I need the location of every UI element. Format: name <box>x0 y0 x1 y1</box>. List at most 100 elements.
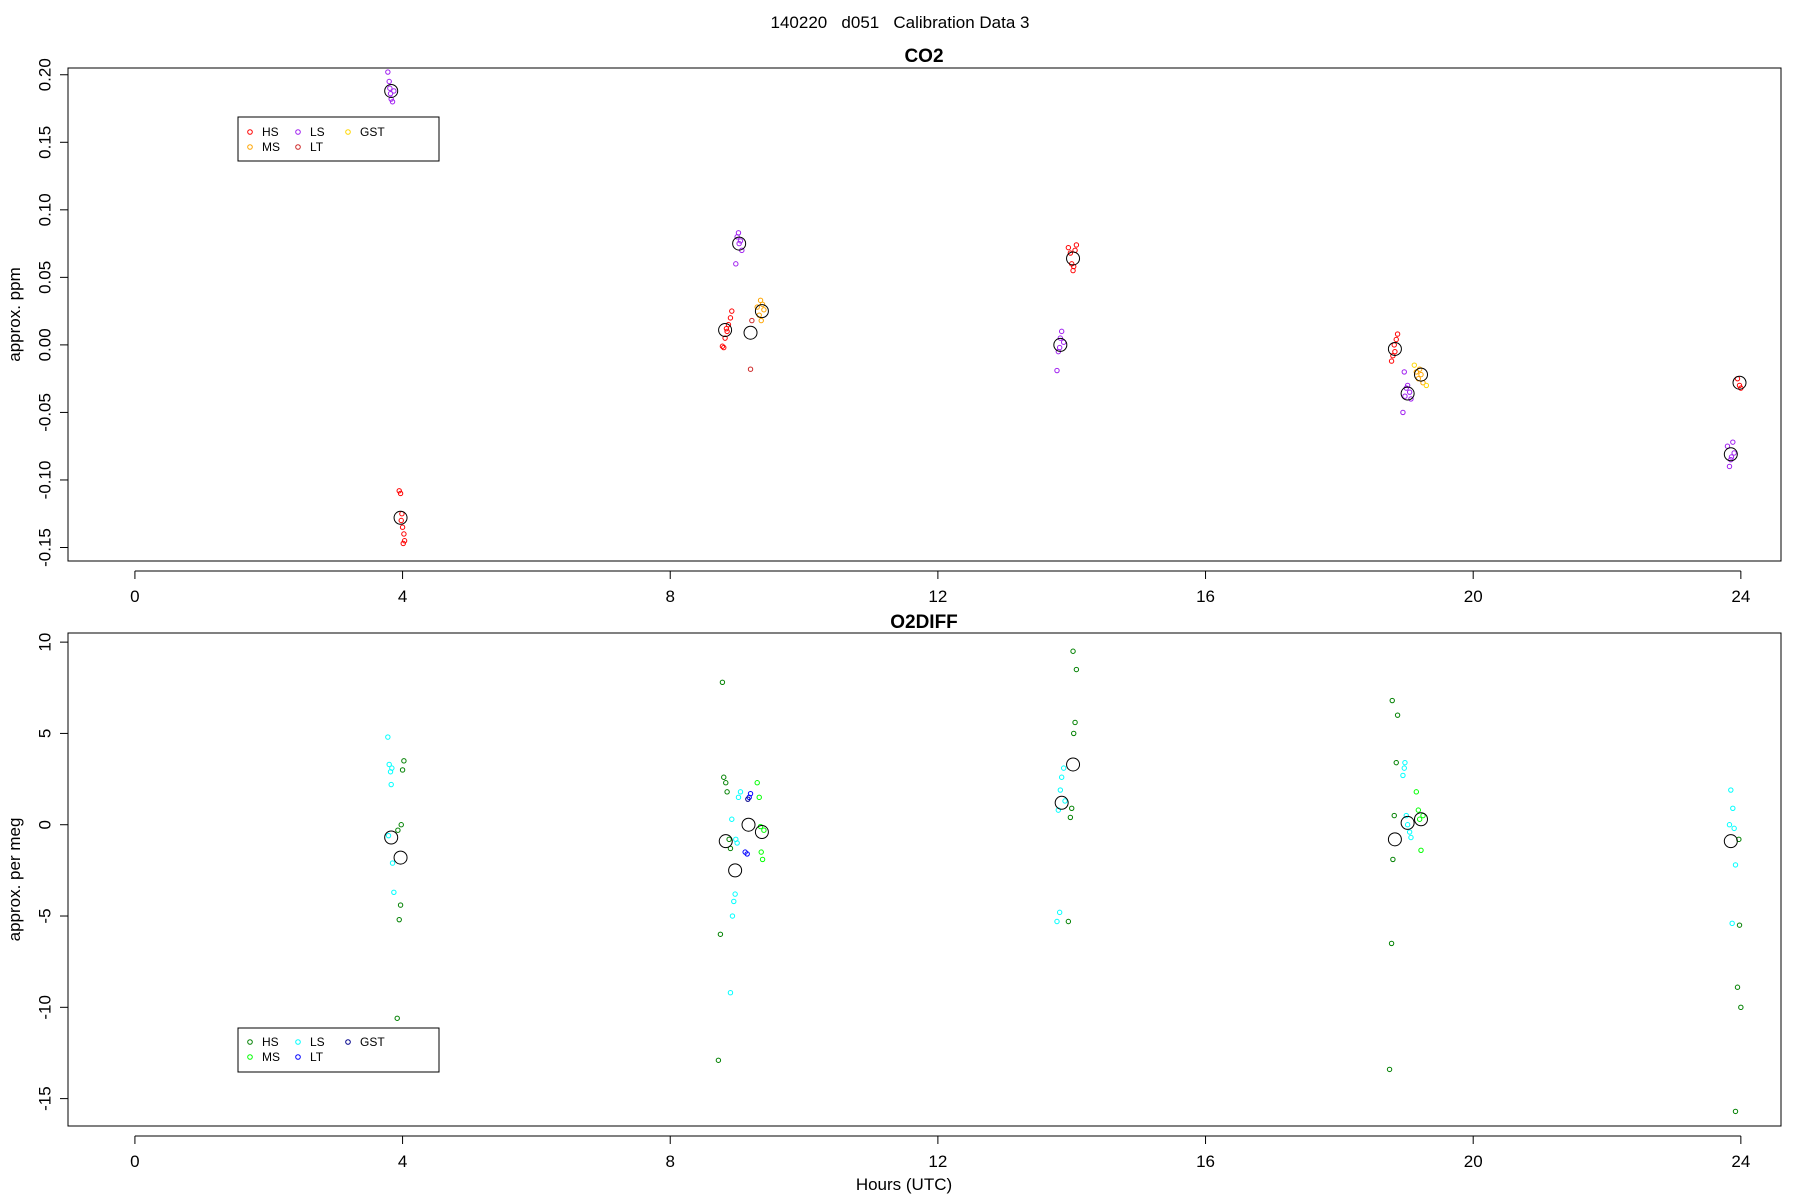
co2-legend-swatch-gst <box>345 129 351 135</box>
o2diff-data-point <box>398 822 404 828</box>
co2-legend-label-ls: LS <box>310 125 325 139</box>
o2diff-x-axis: 0 4 8 12 16 20 24 <box>130 1135 1750 1171</box>
o2diff-points <box>385 648 1744 1115</box>
o2diff-y-tick-label: 0 <box>35 820 54 829</box>
co2-legend-label-hs: HS <box>262 125 279 139</box>
co2-panel: CO2 approx. ppm 0 4 8 12 16 20 24 -0.15-0.10-0… <box>5 46 1782 606</box>
o2diff-x-tick-label: 8 <box>665 1152 674 1171</box>
co2-data-point <box>1731 450 1737 456</box>
o2diff-data-point <box>1731 825 1737 832</box>
co2-mean-point <box>1414 367 1429 382</box>
co2-legend-label-gst: GST <box>360 125 385 139</box>
co2-data-point <box>389 99 396 105</box>
co2-legend-swatch-hs <box>247 129 253 135</box>
o2diff-data-point <box>386 761 392 768</box>
o2diff-data-point <box>1072 719 1078 726</box>
co2-x-tick-label: 8 <box>665 587 674 606</box>
o2diff-data-point <box>1402 759 1408 766</box>
o2diff-data-point <box>397 902 404 908</box>
o2diff-means <box>384 757 1738 878</box>
co2-data-point <box>400 540 406 547</box>
co2-y-tick-label: 0.15 <box>35 126 54 159</box>
o2diff-data-point <box>747 790 754 797</box>
o2diff-data-point <box>388 781 394 788</box>
co2-data-point <box>735 230 742 236</box>
co2-data-point <box>737 238 744 244</box>
co2-data-point <box>758 317 764 324</box>
co2-data-point <box>386 78 392 85</box>
o2diff-data-point <box>729 913 736 919</box>
o2diff-data-point <box>1070 648 1076 654</box>
o2diff-data-point <box>719 679 726 685</box>
o2diff-x-axis-label: Hours (UTC) <box>856 1175 952 1194</box>
o2diff-data-point <box>1394 712 1401 718</box>
o2diff-data-point <box>1401 765 1407 771</box>
co2-data-point <box>1728 456 1734 463</box>
o2diff-mean-point <box>1066 757 1081 772</box>
co2-data-point <box>1054 367 1060 374</box>
co2-data-point <box>724 328 730 335</box>
co2-mean-point <box>743 325 758 340</box>
o2diff-data-point <box>1054 918 1060 925</box>
o2diff-data-point <box>717 931 724 937</box>
co2-data-point <box>1402 393 1408 399</box>
co2-data-point <box>401 531 407 537</box>
co2-data-point <box>747 366 754 372</box>
co2-data-point <box>399 524 406 530</box>
co2-data-point <box>721 344 727 351</box>
co2-data-point <box>1058 328 1065 335</box>
o2diff-data-point <box>733 836 739 843</box>
co2-mean-point <box>1053 337 1068 352</box>
co2-data-point <box>1406 389 1413 395</box>
o2diff-data-point <box>1060 765 1067 771</box>
co2-mean-point <box>1066 251 1081 266</box>
o2diff-x-tick-label: 12 <box>928 1152 947 1171</box>
o2diff-data-point <box>1738 1004 1744 1011</box>
co2-data-point <box>749 317 755 324</box>
o2diff-data-point <box>727 990 734 996</box>
co2-data-point <box>1736 382 1743 389</box>
co2-data-point <box>1408 396 1414 402</box>
o2diff-data-point <box>731 898 737 905</box>
o2diff-data-point <box>1736 922 1743 928</box>
o2diff-legend-label-hs: HS <box>262 1035 279 1049</box>
co2-data-point <box>1730 439 1736 445</box>
co2-x-tick-label: 0 <box>130 587 139 606</box>
co2-data-point <box>385 69 391 75</box>
o2diff-data-point <box>1391 812 1397 819</box>
o2diff-panel-title: O2DIFF <box>890 612 958 633</box>
o2diff-legend-swatch-hs <box>247 1039 253 1045</box>
co2-data-point <box>1392 348 1398 355</box>
o2diff-data-point <box>724 789 730 795</box>
o2diff-y-axis: -15 -10 -5 0 5 10 <box>35 633 69 1111</box>
o2diff-data-point <box>1067 814 1074 821</box>
o2diff-data-point <box>732 891 738 897</box>
o2diff-data-point <box>715 1057 722 1063</box>
co2-y-tick-label: 0.05 <box>35 261 54 294</box>
o2diff-data-point <box>385 832 392 839</box>
co2-data-point <box>1423 382 1430 389</box>
o2diff-data-point <box>395 827 401 833</box>
co2-x-tick-label: 16 <box>1196 587 1215 606</box>
co2-points <box>385 69 1744 547</box>
o2diff-mean-point <box>384 830 399 845</box>
co2-data-point <box>1067 250 1074 256</box>
o2diff-data-point <box>399 767 406 773</box>
co2-data-point <box>388 96 394 102</box>
o2diff-data-point <box>401 758 407 764</box>
co2-mean-point <box>1400 386 1415 401</box>
o2diff-data-point <box>756 794 762 801</box>
co2-data-point <box>1418 371 1424 378</box>
co2-data-point <box>397 490 404 497</box>
o2diff-data-point <box>1393 759 1399 766</box>
o2diff-data-point <box>1390 856 1396 863</box>
co2-data-point <box>761 307 767 313</box>
co2-data-point <box>1394 331 1401 337</box>
co2-legend-label-lt: LT <box>310 140 324 154</box>
co2-data-point <box>725 321 732 328</box>
co2-y-axis: -0.15 -0.10 -0.05 0.00 0.05 0.10 0.15 0.20 <box>35 58 69 567</box>
co2-data-point <box>1065 244 1072 251</box>
co2-y-tick-label: -0.05 <box>35 393 54 432</box>
co2-legend-swatch-lt <box>295 144 301 150</box>
o2diff-y-tick-label: -10 <box>35 995 54 1020</box>
